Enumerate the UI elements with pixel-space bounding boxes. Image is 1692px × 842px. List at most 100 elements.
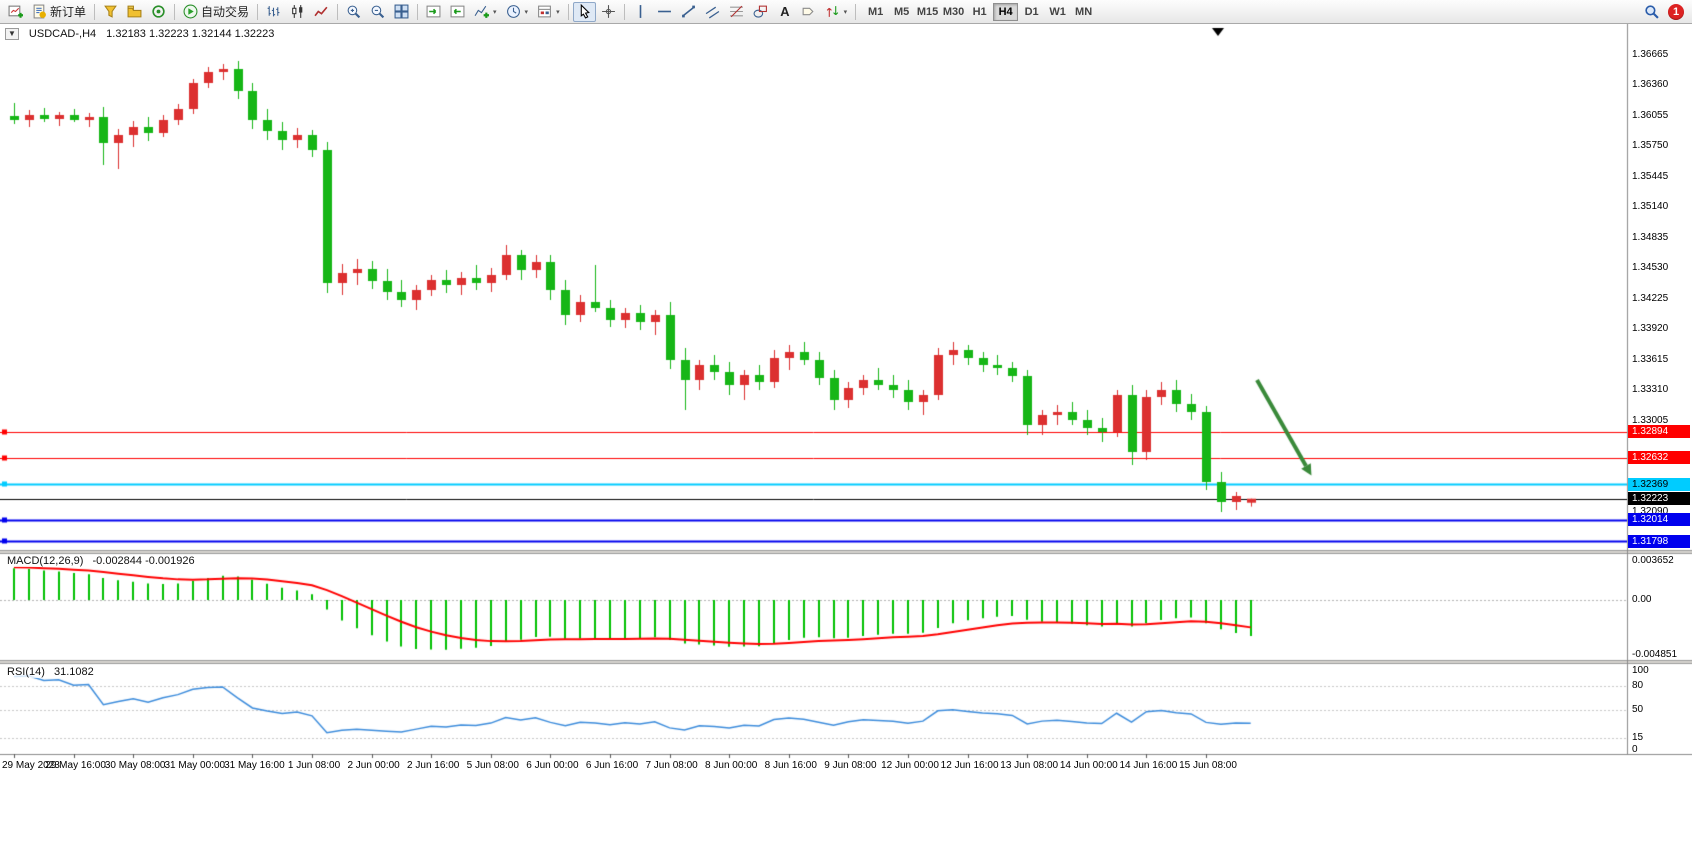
price-tick-label: 1.32090 bbox=[1632, 506, 1669, 517]
ohlc-values: 1.32183 1.32223 1.32144 1.32223 bbox=[106, 28, 275, 40]
level-price-tag: 1.32014 bbox=[1628, 513, 1690, 527]
price-tick-label: 1.34530 bbox=[1632, 262, 1669, 273]
timeframe-h4[interactable]: H4 bbox=[993, 2, 1019, 21]
time-axis-label: 2 Jun 16:00 bbox=[407, 760, 460, 771]
price-tick-label: 1.36360 bbox=[1632, 79, 1669, 90]
timeframe-m15[interactable]: M15 bbox=[916, 5, 939, 18]
toolbar-separator bbox=[567, 3, 569, 20]
chart-shift-button[interactable] bbox=[446, 2, 469, 22]
timeframe-h1[interactable]: H1 bbox=[972, 5, 987, 18]
bar-chart-button[interactable] bbox=[262, 2, 285, 22]
toolbar-right-group: 1 bbox=[1640, 2, 1688, 22]
rsi-header: RSI(14) 31.1082 bbox=[5, 666, 96, 678]
text-button[interactable]: A bbox=[773, 2, 796, 22]
price-tick-label: 1.36665 bbox=[1632, 48, 1669, 60]
rsi-scale-label: 80 bbox=[1632, 680, 1644, 691]
timeframe-mn[interactable]: MN bbox=[1075, 5, 1093, 18]
label-button[interactable] bbox=[797, 2, 820, 22]
candlestick-chart-button[interactable] bbox=[286, 2, 309, 22]
shapes-button[interactable] bbox=[749, 2, 772, 22]
toolbar: 新订单 自动交易 ▾ ▾ ▾ A ▾ M1 M5 M15 M30 H1 H4 D1 W1 MN 1 bbox=[0, 0, 1692, 24]
zoom-in-button[interactable] bbox=[342, 2, 365, 22]
price-tick-label: 1.35445 bbox=[1632, 170, 1669, 182]
rsi-scale-label: 50 bbox=[1632, 704, 1644, 715]
price-tick-label: 1.35750 bbox=[1632, 140, 1669, 151]
toolbar-separator bbox=[623, 3, 625, 20]
time-axis-label: 30 May 08:00 bbox=[104, 760, 166, 771]
time-axis-label: 5 Jun 08:00 bbox=[466, 760, 519, 771]
time-axis-label: 1 Jun 08:00 bbox=[287, 760, 341, 771]
channel-button[interactable] bbox=[701, 2, 724, 22]
profiles-button[interactable] bbox=[99, 2, 122, 22]
level-price-tag: 1.32632 bbox=[1628, 451, 1690, 465]
toolbar-separator bbox=[417, 3, 419, 20]
auto-scroll-button[interactable] bbox=[422, 2, 445, 22]
periods-button[interactable]: ▾ bbox=[502, 2, 533, 22]
time-axis-label: 6 Jun 16:00 bbox=[585, 760, 639, 771]
level-price-tag: 1.32894 bbox=[1628, 425, 1690, 439]
time-axis-label: 2 Jun 00:00 bbox=[347, 760, 400, 771]
tile-windows-button[interactable] bbox=[390, 2, 413, 22]
macd-values: -0.002844 -0.001926 bbox=[92, 555, 195, 567]
vertical-line-button[interactable] bbox=[629, 2, 652, 22]
rsi-value: 31.1082 bbox=[53, 666, 94, 678]
time-axis-label: 29 May 2023 bbox=[2, 760, 60, 771]
price-tick-label: 1.35140 bbox=[1632, 201, 1669, 212]
macd-scale-max: 0.003652 bbox=[1632, 555, 1674, 566]
indicators-button[interactable]: ▾ bbox=[470, 2, 501, 22]
time-axis-label: 9 Jun 08:00 bbox=[824, 760, 877, 771]
toolbar-separator bbox=[337, 3, 339, 20]
time-axis-label: 13 Jun 08:00 bbox=[1000, 760, 1059, 771]
zoom-out-button[interactable] bbox=[366, 2, 389, 22]
fibonacci-button[interactable] bbox=[725, 2, 748, 22]
price-tick-label: 1.33310 bbox=[1632, 384, 1669, 395]
price-tick-label: 1.34835 bbox=[1632, 231, 1669, 243]
timeframe-w1[interactable]: W1 bbox=[1049, 5, 1066, 18]
time-axis-label: 15 Jun 08:00 bbox=[1179, 760, 1237, 771]
time-axis-label: 29 May 16:00 bbox=[45, 760, 106, 771]
timeframe-toolbar: M1 M5 M15 M30 H1 H4 D1 W1 MN bbox=[863, 2, 1096, 21]
time-axis-label: 31 May 00:00 bbox=[164, 760, 226, 771]
crosshair-button[interactable] bbox=[597, 2, 620, 22]
rsi-scale-label: 100 bbox=[1632, 665, 1649, 676]
timeframe-m30[interactable]: M30 bbox=[942, 5, 965, 18]
rsi-label: RSI(14) bbox=[7, 666, 45, 678]
data-window-button[interactable] bbox=[147, 2, 170, 22]
time-axis-label: 12 Jun 16:00 bbox=[940, 760, 999, 771]
horizontal-line-button[interactable] bbox=[653, 2, 676, 22]
price-tick-label: 1.36055 bbox=[1632, 109, 1669, 121]
line-chart-button[interactable] bbox=[310, 2, 333, 22]
rsi-scale-label: 15 bbox=[1632, 732, 1644, 743]
macd-scale-zero: 0.00 bbox=[1632, 594, 1652, 606]
macd-scale-min: -0.004851 bbox=[1632, 649, 1678, 660]
toolbar-buttons: 新订单 自动交易 ▾ ▾ ▾ A ▾ bbox=[4, 1, 859, 22]
toolbar-separator bbox=[257, 3, 259, 20]
cursor-button[interactable] bbox=[572, 1, 596, 22]
macd-label: MACD(12,26,9) bbox=[7, 555, 84, 567]
timeframe-m5[interactable]: M5 bbox=[893, 5, 910, 18]
collapse-chart-icon[interactable]: ▼ bbox=[5, 28, 19, 40]
price-chart-canvas[interactable] bbox=[0, 24, 1692, 842]
timeframe-d1[interactable]: D1 bbox=[1024, 5, 1039, 18]
arrows-button[interactable]: ▾ bbox=[821, 2, 852, 22]
timeframe-m1[interactable]: M1 bbox=[867, 5, 884, 18]
level-price-tag: 1.32369 bbox=[1628, 477, 1690, 491]
templates-button[interactable]: ▾ bbox=[533, 2, 564, 22]
search-icon[interactable] bbox=[1640, 2, 1663, 22]
price-tick-label: 1.34225 bbox=[1632, 292, 1669, 304]
time-axis-label: 8 Jun 16:00 bbox=[764, 760, 817, 771]
market-watch-button[interactable] bbox=[123, 2, 146, 22]
price-tick-label: 1.33005 bbox=[1632, 414, 1669, 426]
auto-trading-button[interactable]: 自动交易 bbox=[179, 2, 253, 22]
new-chart-button[interactable] bbox=[4, 2, 27, 22]
price-tick-label: 1.33615 bbox=[1632, 353, 1669, 365]
time-axis-label: 12 Jun 00:00 bbox=[881, 760, 939, 771]
notification-badge[interactable]: 1 bbox=[1668, 3, 1684, 20]
current-price-tag: 1.32223 bbox=[1628, 492, 1690, 506]
new-order-button[interactable]: 新订单 bbox=[28, 2, 90, 22]
toolbar-separator bbox=[855, 3, 857, 20]
svg-text:A: A bbox=[780, 4, 789, 19]
time-axis-label: 7 Jun 08:00 bbox=[645, 760, 698, 771]
trendline-button[interactable] bbox=[677, 2, 700, 22]
level-price-tag: 1.31798 bbox=[1628, 534, 1690, 548]
